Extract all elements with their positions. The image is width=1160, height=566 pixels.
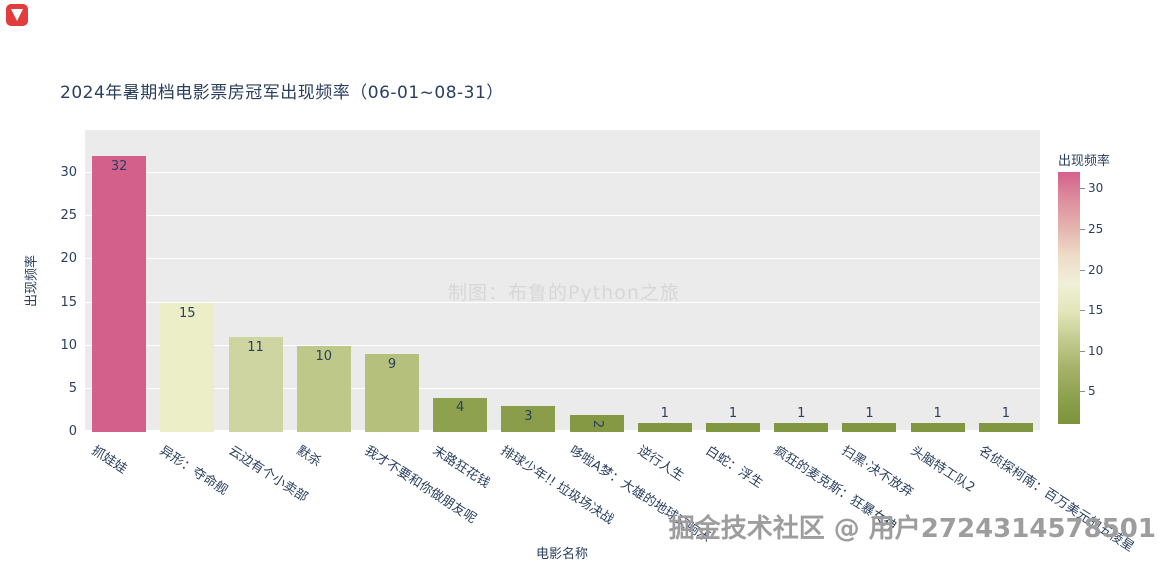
bar-7[interactable]	[569, 414, 624, 432]
y-tick-label: 25	[60, 208, 77, 224]
x-tick-label: 排球少年!! 垃圾场决战	[498, 443, 617, 528]
bar-0[interactable]	[92, 155, 147, 432]
gridline	[85, 387, 1040, 389]
bar-value-label: 1	[797, 406, 806, 422]
bar-value-label: 1	[660, 406, 669, 422]
bar-value-label: 4	[456, 400, 465, 416]
watermark-bottom: 掘金技术社区 @ 用户2724314578501	[668, 514, 1156, 544]
colorbar-tick-label: 30	[1088, 181, 1104, 196]
gridline	[85, 172, 1040, 174]
bar-value-label: 9	[387, 357, 397, 373]
bar-value-label: 11	[247, 340, 264, 356]
colorbar-tick-mark	[1080, 188, 1085, 190]
bar-12[interactable]	[910, 423, 965, 432]
bar-11[interactable]	[842, 423, 897, 432]
x-tick-label: 逆行人生	[634, 443, 687, 485]
x-tick-label: 我才不要和你做朋友呢	[361, 443, 479, 527]
chart-title: 2024年暑期档电影票房冠军出现频率（06-01~08-31）	[60, 83, 504, 103]
colorbar-gradient	[1058, 172, 1080, 424]
bar-1[interactable]	[160, 302, 215, 432]
bar-8[interactable]	[637, 423, 692, 432]
gridline	[85, 344, 1040, 346]
colorbar-tick-mark	[1080, 269, 1085, 271]
y-tick-label: 0	[68, 424, 77, 439]
bar-value-label: 15	[179, 305, 196, 321]
bar-value-label: 10	[315, 348, 333, 364]
bar-value-label: 2	[589, 419, 605, 428]
site-logo-icon[interactable]	[6, 4, 28, 26]
gridline	[85, 258, 1040, 260]
colorbar-tick-label: 15	[1088, 303, 1104, 318]
bar-value-label: 32	[110, 158, 128, 174]
bar-5[interactable]	[433, 397, 488, 432]
y-tick-label: 5	[68, 380, 77, 396]
bar-6[interactable]	[501, 406, 556, 432]
y-tick-label: 15	[60, 294, 77, 310]
bar-value-label: 1	[728, 406, 738, 422]
plot-area: 制图：布鲁的Python之旅 32 15 11 10 9 4 3 2 1 1 1 1 1 1	[85, 130, 1040, 432]
colorbar-title: 出现频率	[1058, 154, 1111, 169]
bar-10[interactable]	[774, 423, 829, 432]
x-tick-label: 抓娃娃	[88, 443, 130, 478]
gridline	[85, 215, 1040, 217]
x-tick-label: 异形：夺命舰	[156, 443, 231, 499]
colorbar-tick-mark	[1080, 391, 1085, 393]
bar-13[interactable]	[978, 423, 1033, 432]
bar-9[interactable]	[706, 423, 761, 432]
gridline	[85, 301, 1040, 303]
colorbar-tick-mark	[1080, 310, 1085, 312]
colorbar-tick-label: 25	[1088, 221, 1104, 236]
colorbar-tick-label: 5	[1088, 384, 1096, 399]
gridline	[85, 430, 1040, 432]
bar-value-label: 1	[865, 406, 874, 422]
colorbar-tick-label: 10	[1088, 343, 1104, 358]
x-tick-label: 白蛇：浮生	[702, 443, 766, 492]
colorbar-tick-label: 20	[1088, 262, 1104, 277]
x-tick-label: 头脑特工队2	[907, 443, 977, 496]
x-axis-title: 电影名称	[535, 547, 589, 562]
colorbar-tick-mark	[1080, 350, 1085, 352]
bar-value-label: 3	[524, 409, 533, 425]
x-tick-label: 默杀	[293, 443, 324, 471]
bar-4[interactable]	[364, 354, 419, 432]
bar-3[interactable]	[296, 345, 351, 432]
y-tick-label: 20	[60, 251, 77, 267]
y-tick-label: 10	[60, 337, 77, 353]
colorbar-tick-mark	[1080, 228, 1085, 230]
bar-value-label: 1	[1001, 406, 1011, 422]
bar-value-label: 1	[933, 406, 942, 422]
y-tick-label: 30	[60, 165, 77, 181]
bar-2[interactable]	[228, 337, 283, 432]
watermark-center: 制图：布鲁的Python之旅	[448, 282, 680, 304]
